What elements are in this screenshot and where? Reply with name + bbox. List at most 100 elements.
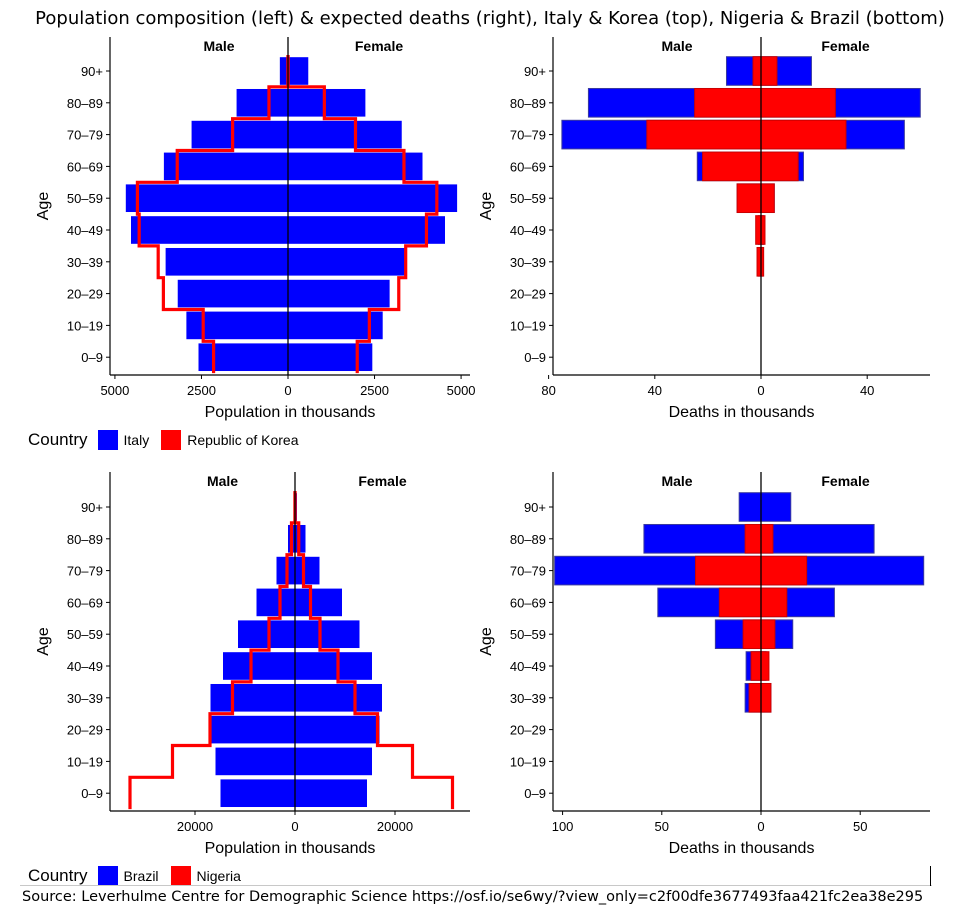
panel4-y-tick-label: 60–69 <box>510 595 546 610</box>
panel3-brazil-male-bar <box>222 651 296 681</box>
panel2-republic-of-korea-male-bar <box>646 119 762 150</box>
panel3-y-tick-label: 80–89 <box>67 532 103 547</box>
panel1-y-tick-label: 90+ <box>81 64 103 79</box>
panel4-nigeria-male-bar <box>695 555 762 586</box>
page-title: Population composition (left) & expected… <box>35 8 945 29</box>
legend-swatch-nigeria <box>170 866 191 886</box>
panel3-y-tick-label: 30–39 <box>67 691 103 706</box>
panel2-republic-of-korea-female-bar <box>760 119 847 150</box>
panel4-nigeria-male-bar <box>744 523 762 554</box>
panel3-brazil-female-bar <box>294 778 368 809</box>
panel4-nigeria-female-bar <box>760 587 788 618</box>
panel3-x-axis-title: Population in thousands <box>205 840 376 857</box>
panel3-brazil-male-bar <box>219 778 296 809</box>
panel1-x-tick-label: 2500 <box>187 383 216 398</box>
panel3-y-tick-label: 90+ <box>81 500 103 515</box>
panel1-italy-female-bar <box>287 342 374 373</box>
panel1-y-tick-label: 60–69 <box>67 159 103 174</box>
panel1-italy-female-bar <box>287 310 384 341</box>
panel3-y-tick-label: 70–79 <box>67 564 103 579</box>
panel2-y-tick-label: 20–29 <box>510 287 546 302</box>
panel3-y-axis-title: Age <box>35 627 52 656</box>
panel3-y-tick-label: 50–59 <box>67 627 103 642</box>
panel2-y-tick-label: 80–89 <box>510 96 546 111</box>
panel1-header-male: Male <box>203 38 234 54</box>
panel4-x-tick-label: 50 <box>853 819 867 834</box>
panel2-y-tick-label: 40–49 <box>510 223 546 238</box>
panel2-republic-of-korea-male-bar <box>736 183 762 214</box>
panel2-republic-of-korea-male-bar <box>694 87 762 118</box>
panel3-header-female: Female <box>358 473 406 489</box>
panel3-brazil-male-bar <box>209 714 296 745</box>
panel1-x-tick-label: 5000 <box>447 383 476 398</box>
panel2-x-tick-label: 80 <box>541 383 555 398</box>
panel4-y-tick-label: 0–9 <box>524 786 546 801</box>
legend-label-italy: Italy <box>123 432 150 448</box>
panel3-header-male: Male <box>207 473 238 489</box>
panel2-y-tick-label: 90+ <box>524 64 546 79</box>
panel4-x-tick-label: 0 <box>757 819 764 834</box>
panel4-y-axis-title: Age <box>478 627 495 656</box>
panel2-y-tick-label: 60–69 <box>510 159 546 174</box>
legend-title: Country <box>28 866 88 885</box>
panel3-y-tick-label: 10–19 <box>67 754 103 769</box>
panel1-italy-male-bar <box>235 87 289 118</box>
panel4-y-tick-label: 20–29 <box>510 723 546 738</box>
panel2-republic-of-korea-male-bar <box>755 215 762 245</box>
legend-title: Country <box>28 430 88 449</box>
panel3-brazil-female-bar <box>294 746 373 777</box>
panel2-republic-of-korea-female-bar <box>760 87 836 118</box>
panel4-brazil-male-bar <box>738 492 762 522</box>
panel1-republic-of-korea-female-step-line <box>286 55 439 374</box>
panel2-x-tick-label: 0 <box>757 383 764 398</box>
panel1-y-tick-label: 30–39 <box>67 255 103 270</box>
panel3-x-tick-label: 20000 <box>177 819 213 834</box>
panel4-nigeria-female-bar <box>760 619 776 650</box>
panel3-brazil-female-bar <box>294 651 373 681</box>
panel1-italy-male-bar <box>130 215 289 245</box>
panel3-y-tick-label: 60–69 <box>67 595 103 610</box>
source-tick-mark <box>930 866 931 886</box>
panel1-y-axis-title: Age <box>35 192 52 221</box>
panel2-republic-of-korea-female-bar <box>760 183 775 214</box>
panel1-italy-female-bar <box>287 246 408 277</box>
panel1-italy-female-bar <box>287 119 403 150</box>
panel4-y-tick-label: 40–49 <box>510 659 546 674</box>
panel4-brazil-male-bar <box>643 523 762 554</box>
panel4-header-female: Female <box>821 473 869 489</box>
panel1-italy-male-bar <box>185 310 289 341</box>
panel3-nigeria-male-step-line <box>128 491 297 810</box>
panel1-header-female: Female <box>355 38 403 54</box>
legend-bottom: Country Brazil Nigeria <box>28 864 253 888</box>
panel2-y-tick-label: 10–19 <box>510 318 546 333</box>
panel3-brazil-male-bar <box>255 587 296 618</box>
panel4-nigeria-male-bar <box>748 682 762 713</box>
panel2-republic-of-korea-male-bar <box>702 151 762 182</box>
panel2-x-tick-label: 40 <box>860 383 874 398</box>
panel4-x-tick-label: 100 <box>552 819 574 834</box>
panel3-x-tick-label: 20000 <box>377 819 413 834</box>
panel3-y-tick-label: 20–29 <box>67 723 103 738</box>
panel1-y-tick-label: 50–59 <box>67 191 103 206</box>
panel4-nigeria-female-bar <box>760 555 808 586</box>
legend-swatch-korea <box>161 430 182 450</box>
panel1-italy-female-bar <box>287 215 446 245</box>
panel2-y-axis-title: Age <box>478 192 495 221</box>
panel4-nigeria-female-bar <box>760 682 772 713</box>
panel3-brazil-male-bar <box>214 746 296 777</box>
legend-label-nigeria: Nigeria <box>196 868 241 884</box>
panel4-y-tick-label: 70–79 <box>510 564 546 579</box>
panel4-nigeria-male-bar <box>742 619 762 650</box>
legend-swatch-italy <box>97 430 118 450</box>
panel3-y-tick-label: 40–49 <box>67 659 103 674</box>
panel1-x-tick-label: 0 <box>284 383 291 398</box>
panel1-italy-male-bar <box>176 278 289 309</box>
panel2-header-female: Female <box>821 38 869 54</box>
panel1-x-axis-title: Population in thousands <box>205 404 376 421</box>
panel4-nigeria-female-bar <box>760 523 774 554</box>
panel4-nigeria-male-bar <box>718 587 762 618</box>
panel1-y-tick-label: 20–29 <box>67 287 103 302</box>
panel4-y-tick-label: 30–39 <box>510 691 546 706</box>
panel3-brazil-female-bar <box>294 619 361 650</box>
panel4-x-axis-title: Deaths in thousands <box>669 840 815 857</box>
